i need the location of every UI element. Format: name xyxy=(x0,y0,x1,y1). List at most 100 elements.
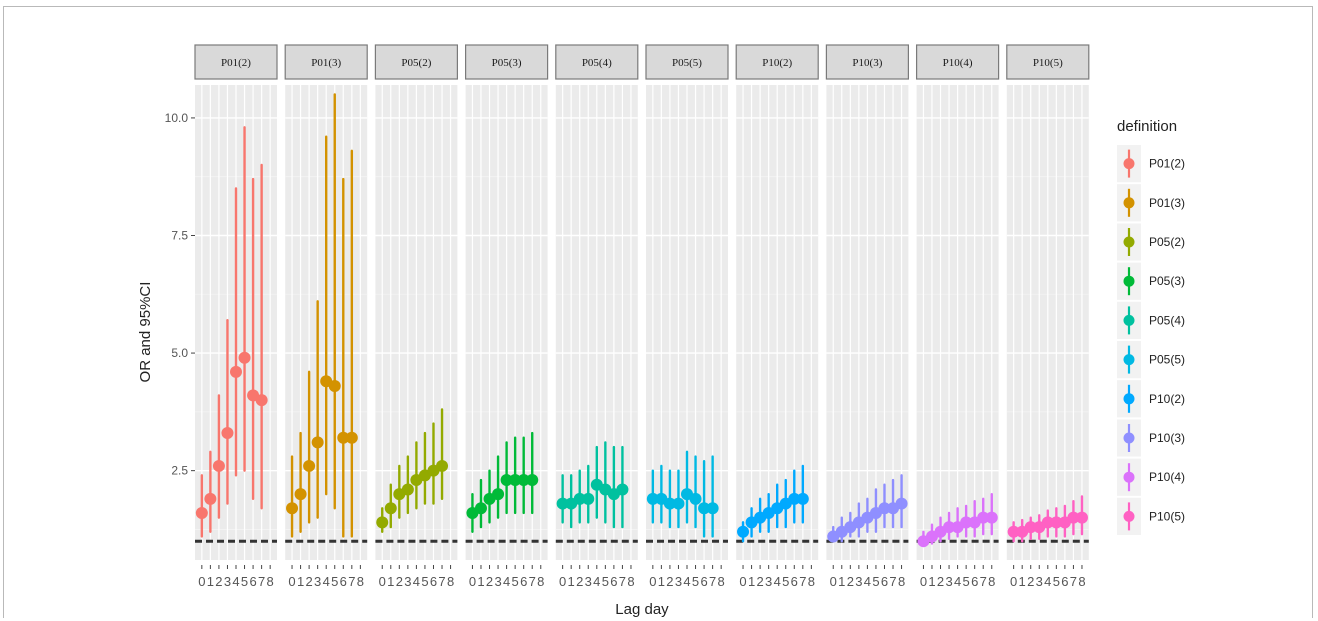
facet-strip-label: P10(4) xyxy=(943,57,973,69)
or-point xyxy=(788,492,801,505)
x-tick-label: 2 xyxy=(756,574,763,589)
x-tick-label: 8 xyxy=(808,574,815,589)
legend-label: P05(5) xyxy=(1149,353,1185,367)
x-tick-label: 6 xyxy=(340,574,347,589)
or-point xyxy=(977,511,990,524)
facet-strip-label: P01(2) xyxy=(221,57,251,69)
x-tick-label: 7 xyxy=(1070,574,1077,589)
facet-strip-label: P10(2) xyxy=(762,57,792,69)
x-tick-label: 5 xyxy=(963,574,970,589)
x-tick-label: 8 xyxy=(718,574,725,589)
y-tick-label: 7.5 xyxy=(171,228,188,242)
legend-label: P05(4) xyxy=(1149,313,1185,327)
or-point xyxy=(616,483,629,496)
y-axis: 2.5 5.0 7.5 10.0 xyxy=(165,111,195,478)
figure-frame xyxy=(3,6,1313,618)
or-point xyxy=(517,474,530,487)
or-point xyxy=(376,516,389,529)
x-tick-label: 3 xyxy=(224,574,231,589)
x-tick-label: 4 xyxy=(774,574,781,589)
x-tick-label: 1 xyxy=(928,574,935,589)
or-point xyxy=(1075,511,1088,524)
x-tick-label: 7 xyxy=(709,574,716,589)
x-tick-label: 5 xyxy=(1053,574,1060,589)
x-tick-label: 3 xyxy=(585,574,592,589)
x-tick-label: 6 xyxy=(971,574,978,589)
legend-key-point xyxy=(1123,314,1135,326)
facet-panel: P05(3) 0 1 2 3 4 5 6 7 8 xyxy=(465,44,549,589)
x-tick-label: 0 xyxy=(379,574,386,589)
legend-item: P10(2) xyxy=(1117,380,1185,418)
x-tick-label: 6 xyxy=(881,574,888,589)
x-tick-label: 7 xyxy=(348,574,355,589)
facet-panel: P10(3) 0 1 2 3 4 5 6 7 8 xyxy=(825,44,910,589)
or-point xyxy=(492,488,505,501)
or-point xyxy=(212,459,225,472)
or-point xyxy=(663,497,676,510)
x-tick-label: 8 xyxy=(1078,574,1085,589)
x-tick-label: 1 xyxy=(477,574,484,589)
or-point xyxy=(526,474,539,487)
x-tick-label: 7 xyxy=(619,574,626,589)
or-point xyxy=(337,431,350,444)
legend-key-point xyxy=(1123,197,1135,209)
or-point xyxy=(384,502,397,515)
x-tick-label: 4 xyxy=(954,574,961,589)
facet-panel: P10(2) 0 1 2 3 4 5 6 7 8 xyxy=(735,44,819,589)
legend-key-point xyxy=(1123,158,1135,170)
x-tick-label: 5 xyxy=(241,574,248,589)
y-axis-title: OR and 95%CI xyxy=(137,282,154,383)
or-point xyxy=(573,492,586,505)
x-tick-label: 4 xyxy=(503,574,510,589)
or-point xyxy=(345,431,358,444)
x-tick-label: 8 xyxy=(537,574,544,589)
x-tick-label: 8 xyxy=(627,574,634,589)
or-point xyxy=(672,497,685,510)
x-tick-label: 0 xyxy=(920,574,927,589)
or-point xyxy=(303,459,316,472)
facet-strip-label: P10(5) xyxy=(1033,57,1063,69)
x-tick-label: 0 xyxy=(559,574,566,589)
x-tick-label: 7 xyxy=(980,574,987,589)
or-point xyxy=(646,492,659,505)
or-point xyxy=(796,492,809,505)
facet-panel: P01(2) 0 1 2 3 4 5 6 7 8 xyxy=(194,44,278,589)
facet-strip-label: P05(2) xyxy=(401,57,431,69)
legend-key-point xyxy=(1123,393,1135,405)
legend-label: P10(2) xyxy=(1149,392,1185,406)
facet-strip-label: P10(3) xyxy=(852,57,882,69)
or-point xyxy=(943,521,956,534)
facet-panel: P05(4) 0 1 2 3 4 5 6 7 8 xyxy=(555,44,639,589)
legend-item: P01(2) xyxy=(1117,145,1185,183)
legend-label: P01(2) xyxy=(1149,157,1185,171)
facet-strip-label: P05(3) xyxy=(492,57,522,69)
x-tick-label: 0 xyxy=(469,574,476,589)
x-tick-label: 6 xyxy=(249,574,256,589)
facet-strip-label: P05(5) xyxy=(672,57,702,69)
y-tick-label: 2.5 xyxy=(171,464,188,478)
facet-strip-label: P05(4) xyxy=(582,57,612,69)
legend-label: P05(3) xyxy=(1149,274,1185,288)
legend-label: P05(2) xyxy=(1149,235,1185,249)
or-point xyxy=(737,525,750,538)
legend-key-point xyxy=(1123,432,1135,444)
facet-panel: P01(3) 0 1 2 3 4 5 6 7 8 xyxy=(284,44,368,589)
x-tick-label: 8 xyxy=(988,574,995,589)
x-tick-label: 3 xyxy=(765,574,772,589)
x-tick-label: 5 xyxy=(602,574,609,589)
x-tick-label: 8 xyxy=(357,574,364,589)
x-tick-label: 5 xyxy=(872,574,879,589)
or-point xyxy=(238,351,251,364)
legend-item: P01(3) xyxy=(1117,184,1185,222)
or-point xyxy=(328,379,341,392)
x-tick-label: 0 xyxy=(288,574,295,589)
x-tick-label: 2 xyxy=(1027,574,1034,589)
legend-key-point xyxy=(1123,354,1135,366)
x-tick-label: 3 xyxy=(675,574,682,589)
x-tick-label: 6 xyxy=(520,574,527,589)
legend-item: P10(4) xyxy=(1117,458,1185,496)
x-tick-label: 7 xyxy=(529,574,536,589)
or-point xyxy=(195,506,208,519)
legend-label: P10(5) xyxy=(1149,509,1185,523)
